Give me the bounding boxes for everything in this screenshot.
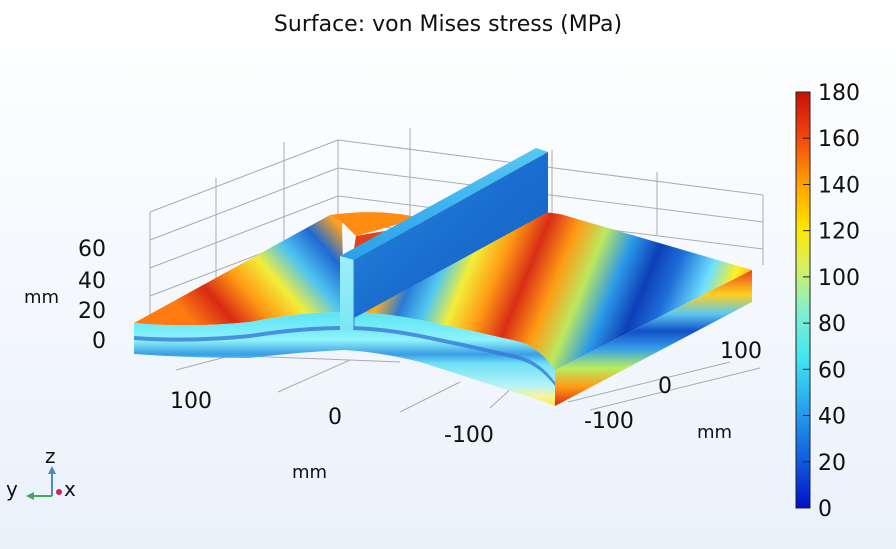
colorbar-tick-label: 20	[818, 451, 846, 476]
triad-z-label: z	[45, 444, 56, 468]
axis-triad: z y x	[6, 444, 76, 501]
rib-side-face	[354, 152, 548, 318]
colorbar-tick-label: 140	[818, 173, 860, 198]
z-axis-unit: mm	[24, 287, 59, 308]
triad-y-label: y	[6, 477, 18, 501]
x-axis-unit: mm	[292, 462, 327, 483]
triad-y-arrow	[26, 492, 34, 500]
x-tick-0: 0	[328, 405, 342, 430]
y-tick-100: 100	[720, 339, 762, 364]
colorbar-tick-label: 160	[818, 127, 860, 152]
z-tick-60: 60	[78, 237, 106, 262]
colorbar-tick-label: 100	[818, 266, 860, 291]
rib-top-edge	[340, 148, 548, 260]
plate-side-face	[555, 270, 752, 406]
colorbar-tick-label: 80	[818, 312, 846, 337]
triad-z-arrow	[48, 466, 56, 474]
x-tick-neg100: -100	[444, 423, 494, 448]
z-tick-0: 0	[92, 329, 106, 354]
y-tick-neg100: -100	[584, 409, 634, 434]
colorbar-tick-label: 60	[818, 358, 846, 383]
colorbar-gradient	[795, 91, 811, 509]
colorbar: 0 20 40 60 80 100 120 140 160 180	[795, 81, 860, 522]
colorbar-tick-label: 120	[818, 220, 860, 245]
z-tick-40: 40	[78, 269, 106, 294]
triad-x-axis	[56, 489, 62, 495]
colorbar-tick-label: 40	[818, 405, 846, 430]
colorbar-tick-label: 180	[818, 81, 860, 106]
colorbar-tick-label: 0	[818, 497, 832, 522]
rib-front-face	[340, 256, 354, 330]
plate-top-left	[134, 215, 344, 326]
triad-x-label: x	[64, 477, 76, 501]
z-tick-20: 20	[78, 299, 106, 324]
x-tick-100: 100	[170, 389, 212, 414]
y-axis-unit: mm	[697, 422, 732, 443]
colorbar-ticks: 0 20 40 60 80 100 120 140 160 180	[803, 81, 860, 522]
y-tick-0: 0	[658, 374, 672, 399]
plate-top-back	[330, 212, 420, 236]
plot-title: Surface: von Mises stress (MPa)	[273, 12, 623, 37]
plate-front-band	[134, 326, 555, 386]
